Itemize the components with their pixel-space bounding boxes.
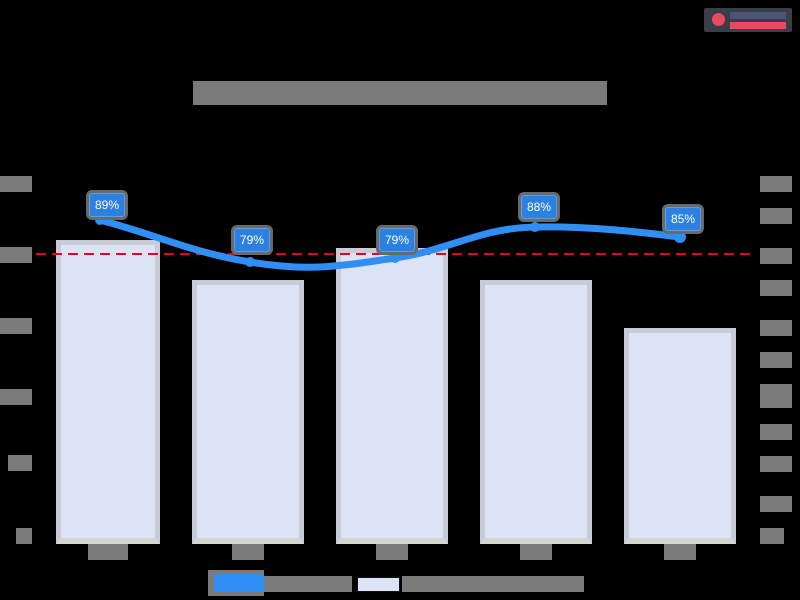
right-axis-tick: [r1] <box>760 496 792 512</box>
left-axis-tick: [t3] <box>0 318 32 334</box>
bar-1 <box>192 280 304 544</box>
left-axis-tick: [t2] <box>0 389 32 405</box>
bar-4 <box>624 328 736 544</box>
right-axis-tick: [r9] <box>760 208 792 224</box>
x-axis-label: [cat2] <box>232 544 264 560</box>
data-label: 79% <box>379 228 416 252</box>
right-axis-tick: [r6] <box>760 320 792 336</box>
right-axis-tick: [r3] <box>760 424 792 440</box>
legend-line-swatch[interactable] <box>208 570 264 596</box>
brand-logo <box>704 8 792 32</box>
left-axis-tick: [t4] <box>0 247 32 263</box>
right-axis-tick: [r2] <box>760 456 792 472</box>
data-label: 88% <box>521 195 558 219</box>
legend-line-label[interactable]: [legend line label] <box>264 576 352 592</box>
x-axis-label: [cat5] <box>664 544 696 560</box>
x-axis-label: [cat1] <box>88 544 128 560</box>
x-axis-label: [cat4] <box>520 544 552 560</box>
legend-bar-swatch[interactable] <box>357 577 400 592</box>
left-axis-tick: [t5] <box>0 176 32 192</box>
globe-icon <box>712 13 725 26</box>
x-axis-label: [cat3] <box>376 544 408 560</box>
left-axis-tick: [t0] <box>16 528 32 544</box>
right-axis-tick: [r10] <box>760 176 792 192</box>
right-axis-tick: [r0] <box>760 528 784 544</box>
data-label: 85% <box>665 207 702 231</box>
legend-bar-label[interactable]: [legend bar label] <box>402 576 584 592</box>
right-axis-tick: [r5] <box>760 352 792 368</box>
chart-title: [redacted title] <box>193 81 607 105</box>
right-axis-tick: [r4] <box>760 384 792 408</box>
right-axis-tick: [r8] <box>760 248 792 264</box>
bar-0 <box>56 240 160 544</box>
bar-2 <box>336 248 448 544</box>
data-label: 89% <box>89 193 126 217</box>
data-label: 79% <box>234 228 271 252</box>
bar-3 <box>480 280 592 544</box>
left-axis-tick: [t1] <box>8 455 32 471</box>
right-axis-tick: [r7] <box>760 280 792 296</box>
